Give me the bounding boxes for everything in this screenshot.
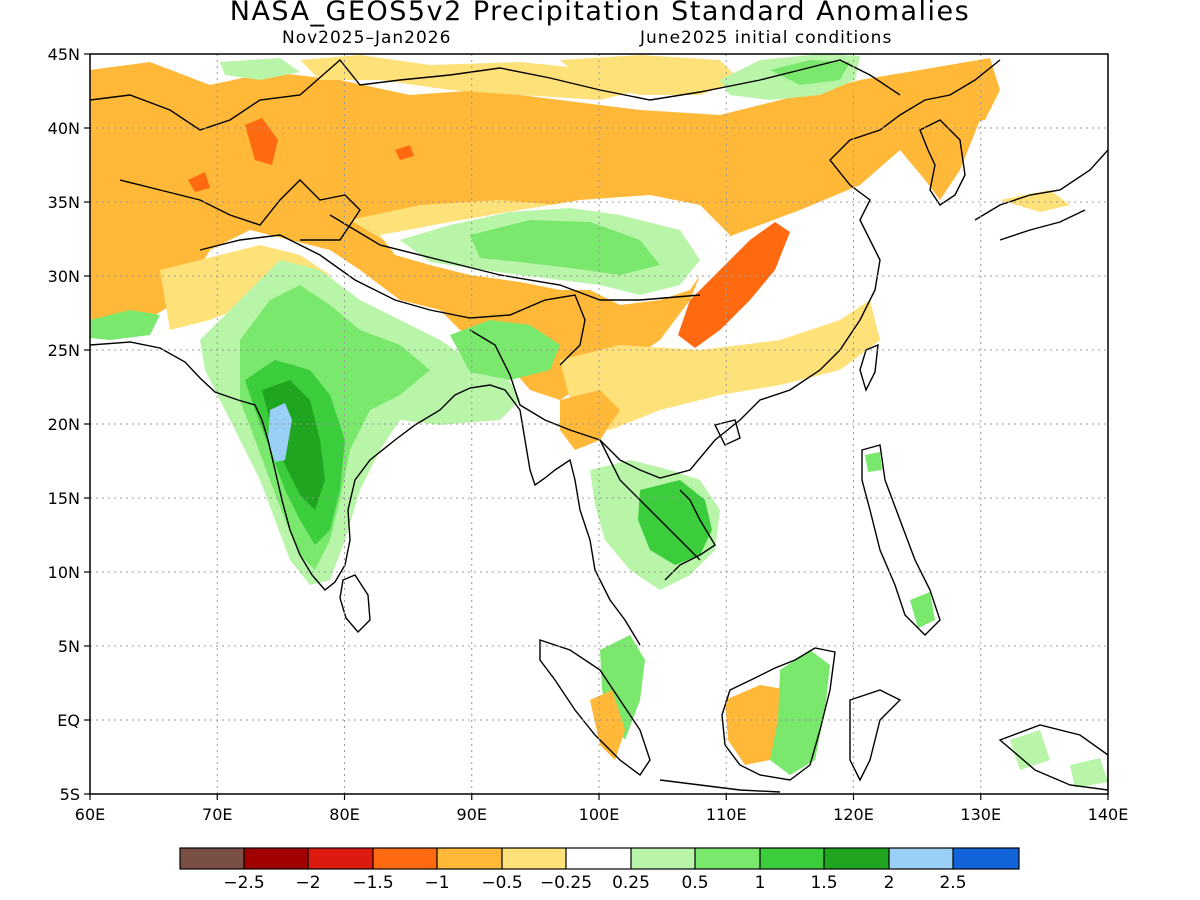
colorbar-label: 0.25 [612,873,650,893]
colorbar-label: 1.5 [810,873,837,893]
dry-spot-pamir [245,118,278,165]
coast-philippines [861,444,941,636]
colorbar-label: −1 [424,873,449,893]
dry-spot-tarim [395,145,414,160]
coast-java [659,779,781,793]
lon-label: 110E [706,805,747,824]
dry-weak-japan [1000,190,1070,212]
anomaly-field [90,54,1108,788]
colorbar-swatch [889,848,953,869]
lon-label: 70E [202,805,232,824]
lat-label: 40N [48,119,80,138]
colorbar-swatch [824,848,889,869]
colorbar-label: −2.5 [223,873,264,893]
lon-label: 130E [960,805,1001,824]
dry-strong-central-china [678,222,790,348]
wet-tibet-core [470,220,660,275]
colorbar-label: −0.25 [540,873,592,893]
colorbar-swatch [437,848,502,869]
lat-label: 45N [48,45,80,64]
graticule [90,54,1108,794]
wet-india-extreme [268,403,292,462]
dry-sumatra [590,690,625,760]
initial-conditions: June2025 initial conditions [640,28,893,48]
lat-label: 15N [48,489,80,508]
colorbar-swatch [695,848,760,869]
lon-label: 100E [579,805,620,824]
colorbar-swatch [953,848,1019,869]
colorbar-swatch [502,848,566,869]
map-title: NASA_GEOS5v2 Precipitation Standard Anom… [229,0,971,27]
coast-indochina [599,59,1001,479]
coast-taiwan [859,343,879,392]
coast-sulawesi [849,689,902,782]
lat-label: 10N [48,563,80,582]
dry-spot-afghan [188,172,210,192]
colorbar-swatch [308,848,373,869]
border-afghan-pak [119,179,361,241]
lat-label: 35N [48,193,80,212]
coast-sumatra [539,639,651,777]
wet-papua [1010,730,1050,770]
colorbar: −2.5 −2 −1.5 −1 −0.5 −0.25 0.25 0.5 1 1.… [179,847,1020,893]
forecast-period: Nov2025–Jan2026 [282,28,452,48]
lat-label: 5S [60,785,80,804]
lat-label: EQ [57,711,80,730]
dry-weak-south-china [560,300,880,430]
colorbar-swatch [760,848,824,869]
border-central-asia [90,58,901,131]
border-himalaya [199,234,586,366]
wet-papua-south [1070,758,1108,788]
wet-pakistan [90,310,160,340]
axis-ticks [84,53,1109,800]
colorbar-label: 0.5 [681,873,708,893]
colorbar-label: −1.5 [352,873,393,893]
dry-se-asia-strip [560,390,620,450]
colorbar-label: 2.5 [939,873,966,893]
colorbar-swatch [631,848,695,869]
coast-korea [919,119,966,206]
wet-kazakh [220,58,300,80]
lat-label: 25N [48,341,80,360]
lon-label: 60E [75,805,105,824]
coast-sri-lanka [339,574,371,634]
coast-arabia-india [90,341,641,646]
coast-malay [664,489,716,581]
dry-weak-northwest [300,55,640,100]
colorbar-swatch [566,848,631,869]
lat-label: 30N [48,267,80,286]
border-india-burma [469,329,601,441]
lon-label: 140E [1088,805,1129,824]
lon-label: 90E [457,805,487,824]
colorbar-label: 2 [884,873,895,893]
colorbar-label: 1 [755,873,766,893]
border-tibet-china [329,214,701,301]
wet-borneo [770,650,830,775]
coast-borneo [721,647,836,781]
colorbar-swatch [373,848,437,869]
colorbar-swatch [244,848,308,869]
dry-weak-mongolia [560,55,740,95]
dry-northeast [860,58,1000,200]
lon-label: 120E [833,805,874,824]
colorbar-label: −0.5 [481,873,522,893]
coastlines [90,58,1108,793]
coast-hainan [713,419,741,446]
longitude-labels: 60E 70E 80E 90E 100E 110E 120E 130E 140E [75,805,1129,824]
border-thai-lao [599,439,701,561]
lon-label: 80E [329,805,359,824]
lat-label: 5N [58,637,80,656]
wet-indochina-core [638,480,712,565]
wet-mindanao [910,592,935,628]
latitude-labels: 45N 40N 35N 30N 25N 20N 15N 10N 5N EQ 5S [48,45,80,804]
colorbar-swatch [180,848,244,869]
coast-papua [998,724,1108,791]
colorbar-label: −2 [295,873,320,893]
coast-japan [974,149,1108,241]
wet-philippines [865,452,882,472]
wet-mongolia-core [770,60,850,85]
lat-label: 20N [48,415,80,434]
